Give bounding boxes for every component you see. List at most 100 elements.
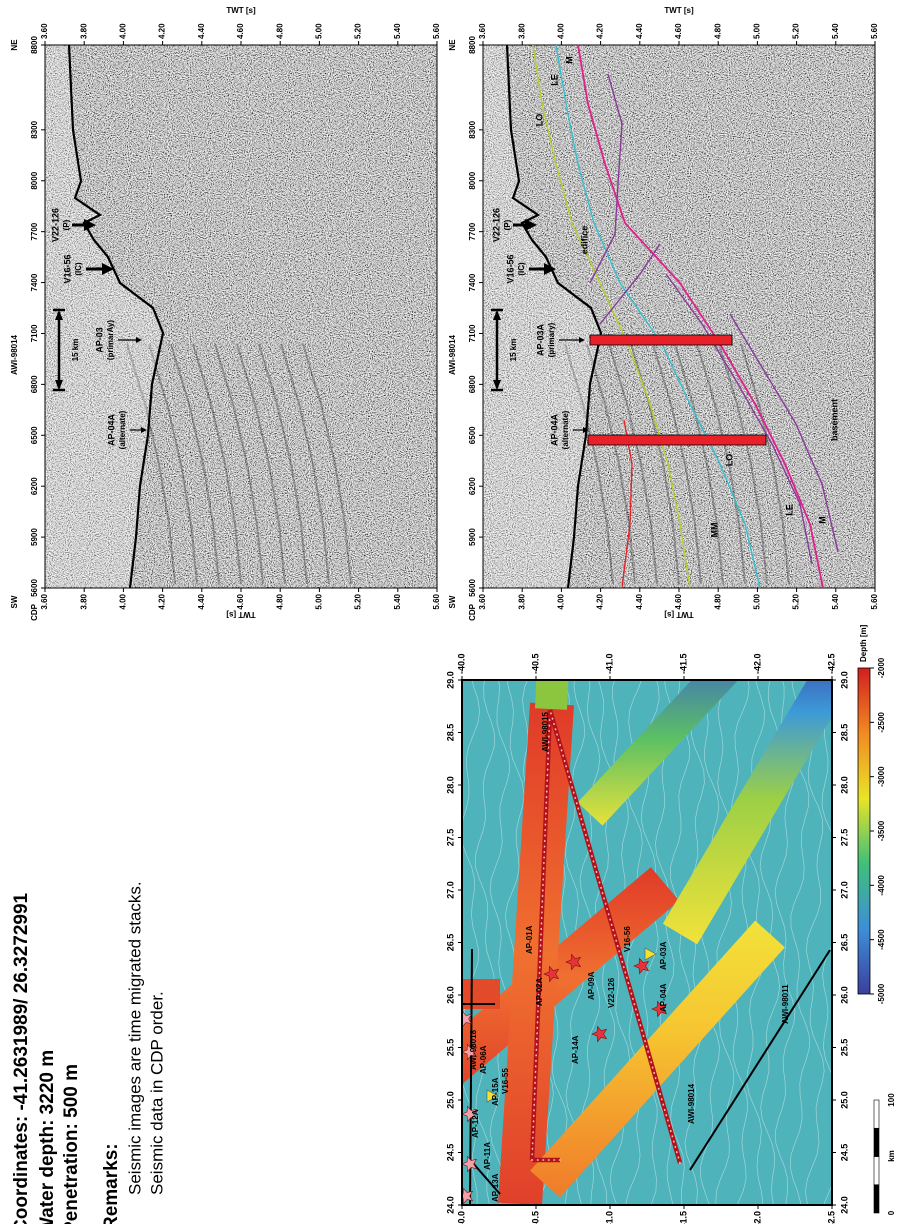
arrow-head (544, 263, 556, 275)
label: 24.5 (445, 1144, 455, 1162)
site-star (462, 1043, 478, 1061)
label: -40.0 (456, 653, 466, 674)
label: 4.20 (158, 23, 167, 39)
drill-bar (589, 334, 733, 346)
drill-bar (587, 434, 767, 446)
label: LO (534, 114, 544, 127)
label: 4.60 (236, 593, 245, 609)
label: 4.80 (713, 23, 722, 39)
contour (475, 680, 496, 1205)
contour (462, 680, 481, 1205)
label: TWT [s] (664, 6, 694, 15)
label: (P) (503, 219, 512, 230)
site-triangle (644, 947, 657, 961)
label: V16-55 (501, 1068, 510, 1094)
label: -41.0 (604, 1211, 614, 1224)
label: AP-14A (571, 1035, 580, 1064)
label: 6500 (30, 426, 39, 444)
label: TWT [s] (226, 610, 256, 619)
label: -40.5 (530, 1211, 540, 1224)
label: 7700 (30, 222, 39, 240)
seismic-section (45, 45, 437, 588)
reflector (126, 343, 176, 585)
label: V16-56 (505, 254, 515, 283)
label: -42.5 (826, 1211, 836, 1224)
label: AP-13A (491, 1173, 500, 1202)
label: 25.0 (445, 1091, 455, 1109)
label: 6800 (468, 375, 477, 393)
scale-segment (873, 1184, 880, 1214)
label: Coordinates: -41.2631989/ 26.3272991 (11, 892, 32, 1224)
label: 5.00 (753, 23, 762, 39)
label: AP-03A (659, 941, 668, 970)
label: AWI-98014 (448, 334, 457, 375)
site-triangle (486, 1089, 499, 1103)
label: 5.00 (315, 593, 324, 609)
label: 27.5 (445, 829, 455, 847)
label: -42.0 (752, 653, 762, 674)
reflector (608, 343, 658, 585)
landscape-layer: Coordinates: -41.2631989/ 26.3272991 Wate… (10, 6, 896, 1224)
label: AP-15A (491, 1077, 500, 1106)
label: M (817, 516, 827, 524)
scale-arrow (55, 310, 63, 320)
seismic-section (483, 45, 875, 588)
reflector (674, 343, 724, 585)
label: (IC) (74, 262, 83, 276)
label: 0 (887, 1210, 896, 1215)
label: 5.20 (792, 593, 801, 609)
label: MM (709, 523, 719, 538)
label: 28.5 (839, 724, 849, 742)
label: V16-56 (623, 926, 632, 952)
label: 27.0 (839, 881, 849, 899)
horizon (729, 313, 839, 553)
reflector (564, 343, 614, 585)
label: 4.40 (635, 593, 644, 609)
label: 8300 (468, 120, 477, 138)
label: 8800 (468, 36, 477, 54)
label: 5.60 (432, 23, 441, 39)
label: 26.5 (445, 934, 455, 952)
label: 24.0 (445, 1196, 455, 1214)
label: 5.60 (870, 593, 879, 609)
label: -2000 (877, 657, 886, 678)
label: V22-126 (491, 208, 501, 242)
horizon (555, 44, 761, 589)
label: TWT [s] (664, 610, 694, 619)
label: 24.0 (839, 1196, 849, 1214)
swath (535, 680, 569, 710)
label: -4500 (877, 929, 886, 950)
label: AWI-98018 (469, 1029, 478, 1070)
label: (alternate) (118, 410, 127, 449)
label: SW (10, 595, 19, 608)
label: -4000 (877, 875, 886, 896)
reflector (740, 343, 790, 585)
label: 4.60 (236, 23, 245, 39)
arrow-head (579, 337, 585, 343)
label: AWI-98015 (541, 711, 550, 752)
label: V22-126 (607, 977, 616, 1008)
label: 5.60 (432, 593, 441, 609)
label: 4.00 (557, 23, 566, 39)
label: 5.40 (393, 23, 402, 39)
label: 5.00 (753, 593, 762, 609)
label: 24.5 (839, 1144, 849, 1162)
label: 3.80 (517, 23, 526, 39)
map (462, 680, 832, 1205)
label: -2500 (877, 712, 886, 733)
swath (530, 920, 785, 1198)
label: 28.0 (839, 776, 849, 794)
label: -42.0 (752, 1211, 762, 1224)
label: -3500 (877, 820, 886, 841)
label: NE (448, 39, 457, 51)
contour (489, 680, 511, 1205)
label: 3.80 (79, 593, 88, 609)
reflector (718, 343, 768, 585)
label: 5.20 (354, 23, 363, 39)
track-dots (531, 709, 551, 1161)
label: 4.80 (275, 593, 284, 609)
label: 27.5 (839, 829, 849, 847)
site-star (462, 1187, 474, 1205)
label: 28.5 (445, 724, 455, 742)
water-column (45, 45, 163, 588)
